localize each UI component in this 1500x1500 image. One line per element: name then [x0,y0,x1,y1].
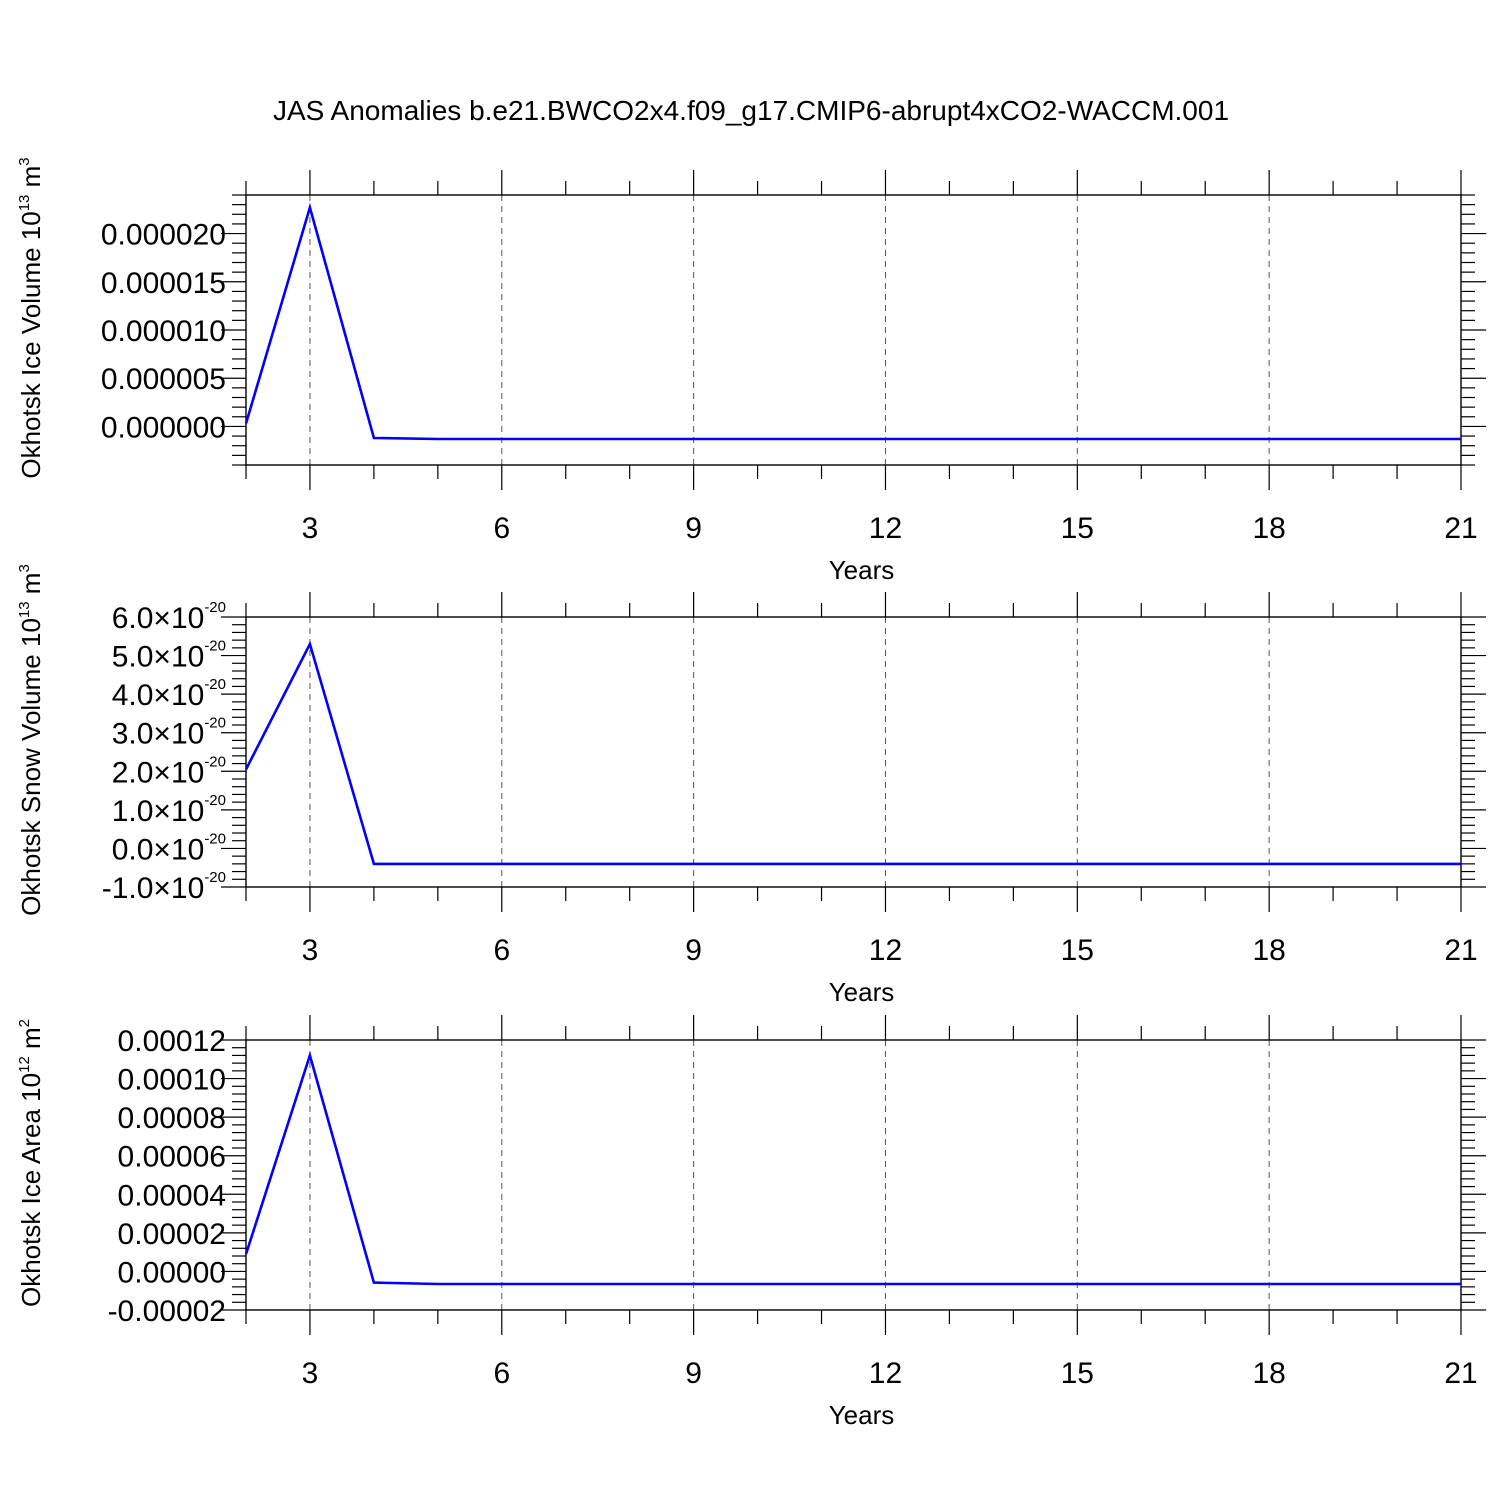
y-tick-label: 0.00004 [118,1179,226,1212]
y-tick-label: 0.00012 [118,1025,226,1058]
chart-panel-1: 3 6 9 12 15 18 21 0.000000 0.000005 0.000010 0.000… [16,157,1486,585]
y-tick-label: 0.000015 [101,267,226,300]
y-tick-label: 0.00000 [118,1256,226,1289]
series-line-2 [244,640,1461,866]
y-tick-label: 0.000000 [101,411,226,444]
y-axis-label: Okhotsk Snow Volume 1013 m3 [16,564,46,916]
y-axis-label: Okhotsk Ice Volume 1013 m3 [16,157,46,478]
x-tick-label: 3 [302,1357,319,1390]
x-tick-label: 21 [1444,1357,1477,1390]
y-tick-label: -1.0×10-20 [102,869,226,905]
x-tick-label: 9 [685,934,702,967]
x-tick-label: 18 [1252,934,1285,967]
series-line-3 [244,1050,1461,1286]
y-tick-label: 0.00006 [118,1141,226,1174]
y-axis-label: Okhotsk Ice Area 1012 m2 [16,1019,46,1307]
y-tick-label: -0.00002 [108,1295,226,1328]
y-tick-label: 3.0×10-20 [112,715,226,751]
y-tick-label: 5.0×10-20 [112,638,226,674]
x-tick-label: 12 [869,1357,902,1390]
x-tick-label: 9 [685,1357,702,1390]
series-line-1 [244,202,1461,441]
x-tick-label: 3 [302,512,319,545]
chart-title: JAS Anomalies b.e21.BWCO2x4.f09_g17.CMIP… [273,95,1229,126]
x-tick-label: 6 [493,512,510,545]
y-tick-label: 0.000010 [101,315,226,348]
x-tick-label: 15 [1061,1357,1094,1390]
y-tick-label: 2.0×10-20 [112,753,226,789]
y-tick-label: 6.0×10-20 [112,599,226,635]
y-tick-label: 0.000020 [101,219,226,252]
x-axis-label: Years [829,977,895,1007]
x-tick-label: 21 [1444,512,1477,545]
x-tick-label: 9 [685,512,702,545]
x-tick-label: 15 [1061,934,1094,967]
x-tick-label: 12 [869,934,902,967]
chart-panels: 3 6 9 12 15 18 21 0.000000 0.000005 0.000010 0.000… [16,157,1486,1430]
plot-frame [245,1039,1462,1311]
x-axis-label: Years [829,555,895,585]
chart-panel-3: 3 6 9 12 15 18 21 -0.00002 0.00000 0.00002 0.00004… [16,1015,1486,1430]
y-tick-label: 0.000005 [101,363,226,396]
y-tick-label: 1.0×10-20 [112,792,226,828]
y-tick-label: 0.00002 [118,1218,226,1251]
x-tick-label: 3 [302,934,319,967]
y-tick-label: 0.00010 [118,1064,226,1097]
x-tick-label: 6 [493,934,510,967]
x-tick-label: 18 [1252,512,1285,545]
plot-frame [245,194,1462,466]
y-tick-label: 0.0×10-20 [112,830,226,866]
x-tick-label: 15 [1061,512,1094,545]
x-tick-label: 18 [1252,1357,1285,1390]
x-axis-label: Years [829,1400,895,1430]
y-tick-label: 0.00008 [118,1102,226,1135]
chart-panel-2: 3 6 9 12 15 18 21 -1.0×10-200.0×10-201.0×10-202… [16,564,1486,1007]
x-tick-label: 6 [493,1357,510,1390]
x-tick-label: 12 [869,512,902,545]
x-tick-label: 21 [1444,934,1477,967]
plot-frame [245,616,1462,888]
y-tick-label: 4.0×10-20 [112,676,226,712]
